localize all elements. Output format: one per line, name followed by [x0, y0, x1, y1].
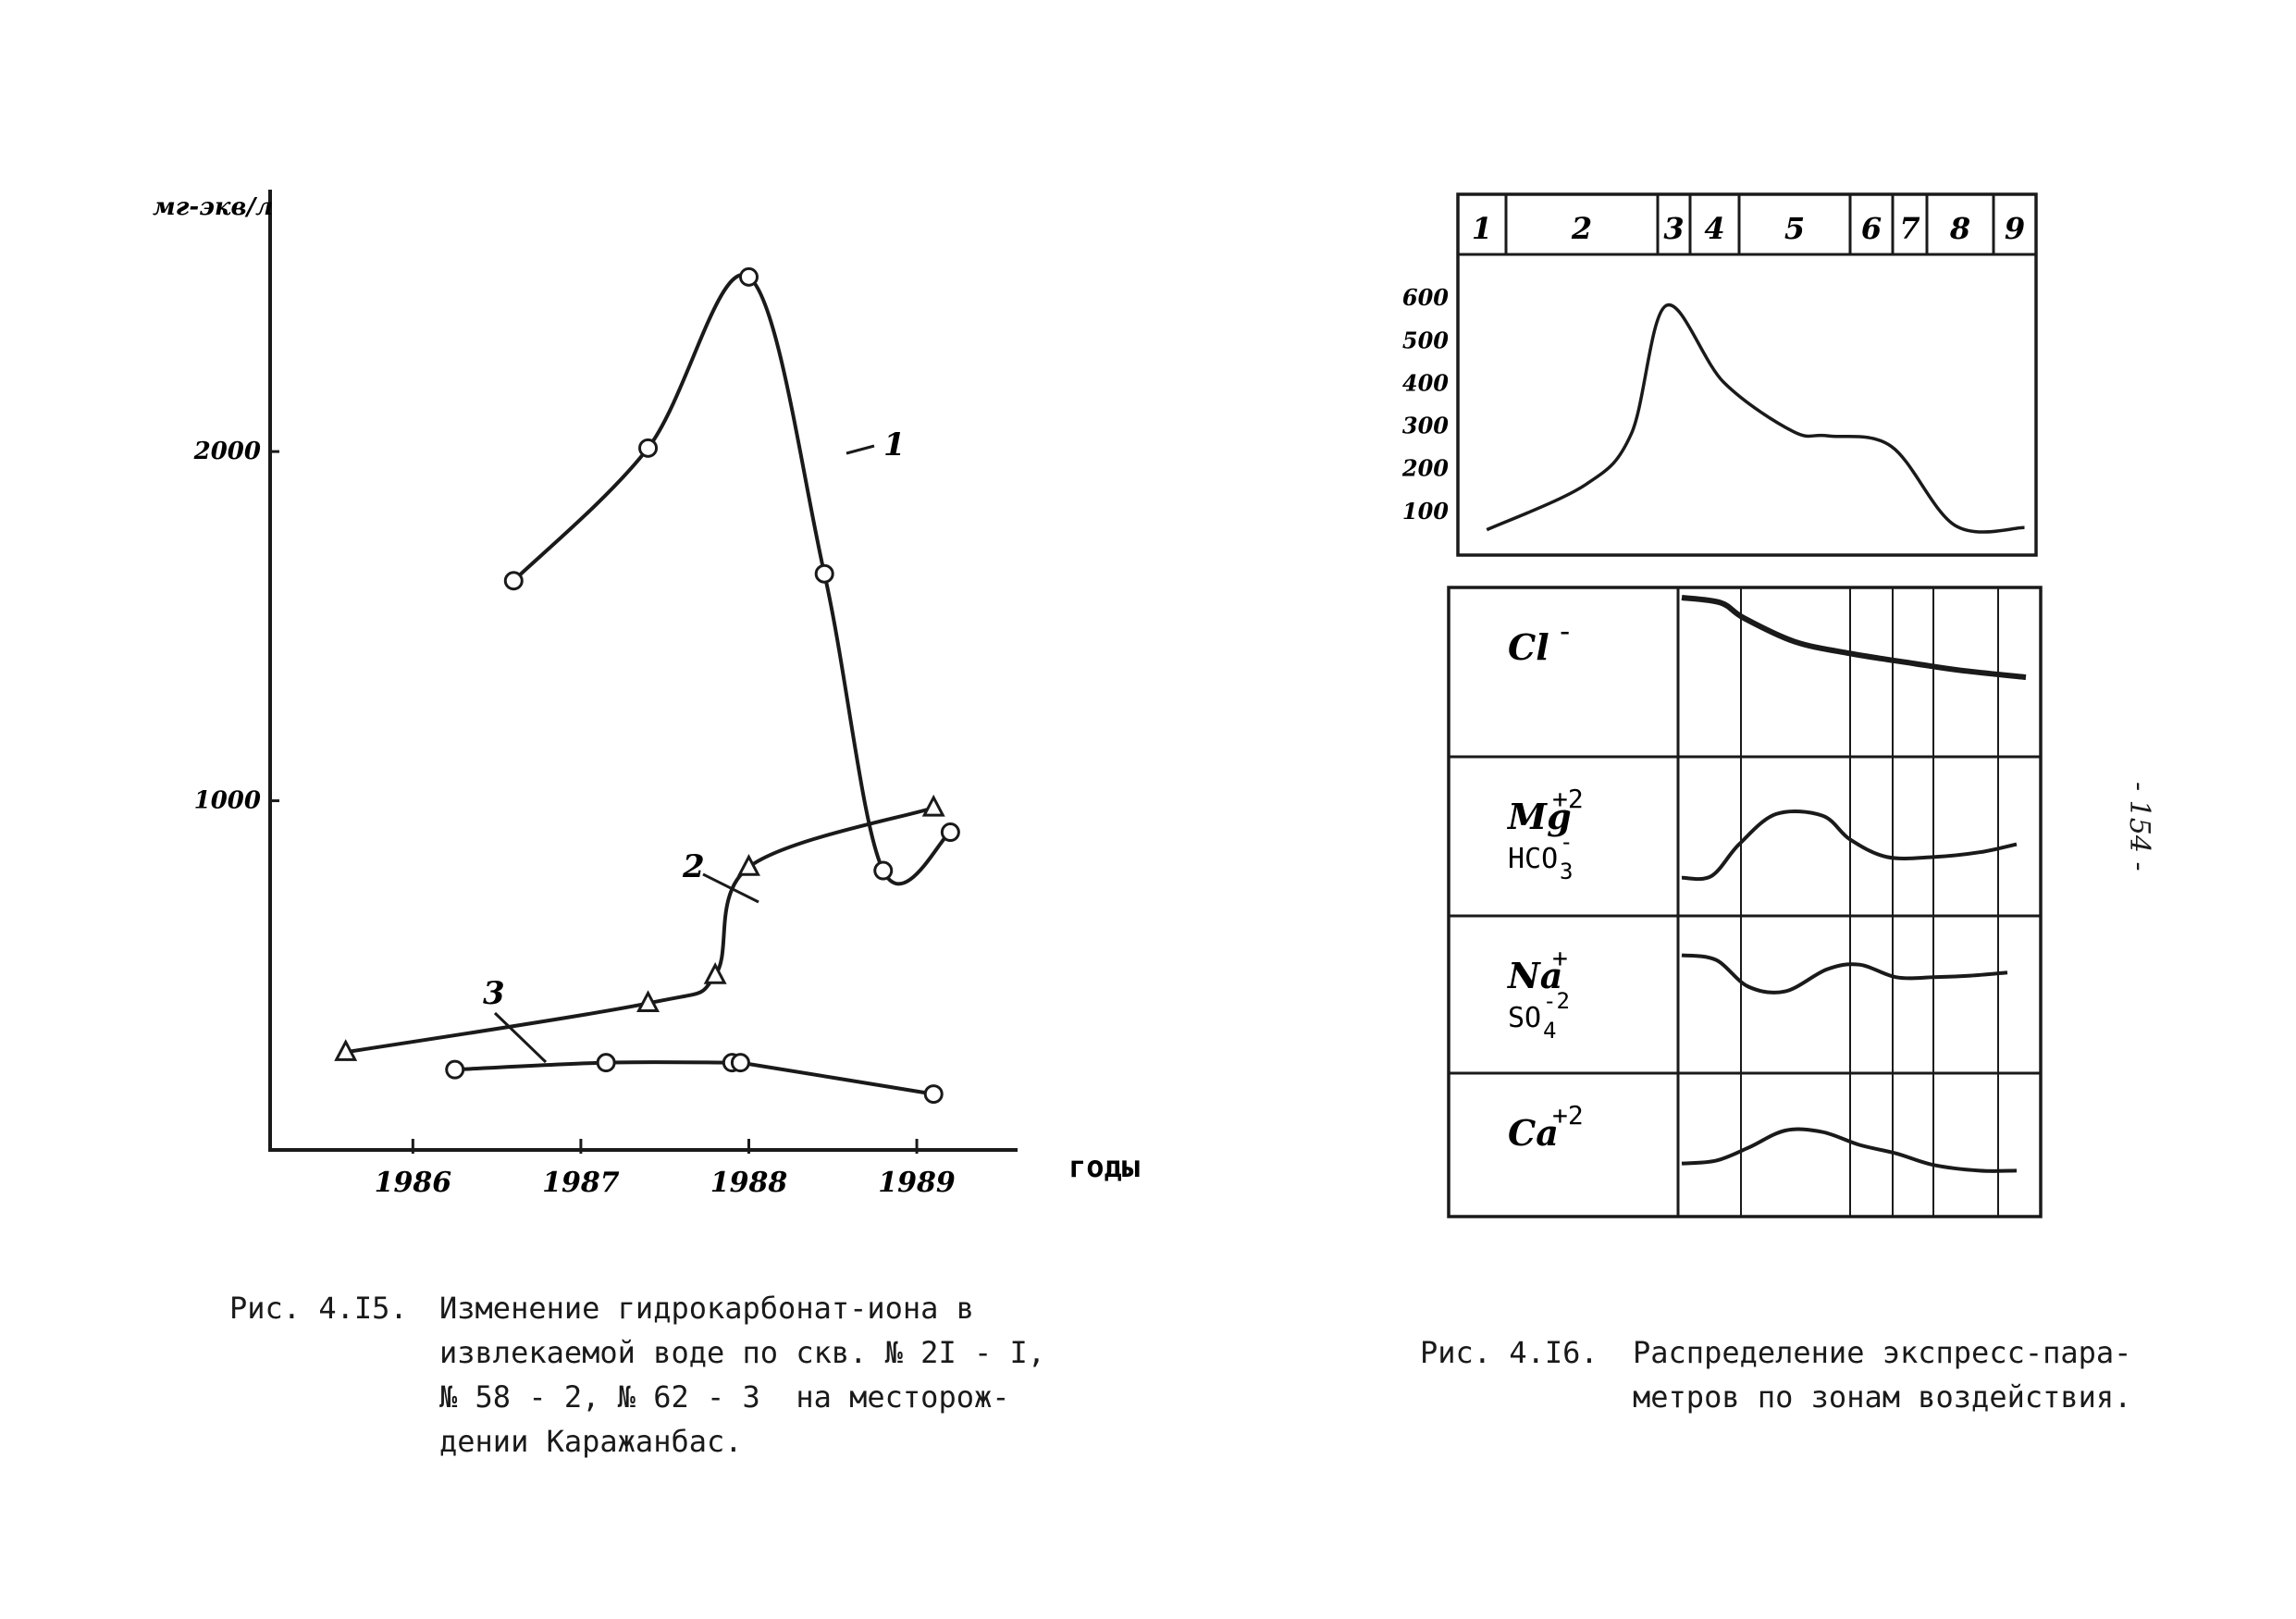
series-leader-line: [493, 1011, 548, 1064]
data-point: [596, 1053, 616, 1073]
caption-1-line: № 58 - 2, № 62 - 3 на месторож-: [439, 1379, 1010, 1415]
data-point: [703, 962, 727, 984]
zone-label: 4: [1704, 211, 1724, 246]
data-point: [636, 990, 660, 1012]
zone-label: 9: [2005, 211, 2025, 246]
series-line: [454, 1058, 934, 1096]
x-tick-label: 1987: [542, 1167, 620, 1199]
caption-2-line: метров по зонам воздействия.: [1633, 1379, 2132, 1415]
panel-label-2-sub: 3: [1560, 859, 1573, 884]
zone-label: 5: [1784, 211, 1805, 246]
panel-label-sup: +2: [1552, 784, 1584, 814]
panel-label-sup: -: [1556, 613, 1574, 649]
data-point: [921, 794, 945, 817]
y-tick-label: 300: [1402, 413, 1449, 439]
caption-1-line: Изменение гидрокарбонат-иона в: [439, 1291, 974, 1326]
panel-label: Na: [1507, 955, 1562, 996]
data-point: [814, 563, 834, 584]
y-tick-label: 200: [1401, 455, 1449, 482]
zone-label: 3: [1663, 211, 1684, 246]
chart-1-ylabel: мг-экв/л: [153, 193, 273, 221]
chart-2-top-frame: [1456, 192, 2038, 557]
series-label: 1: [883, 426, 906, 463]
chart-2-curve: [1486, 303, 2025, 534]
caption-2-line: Распределение экспресс-пара-: [1633, 1335, 2132, 1370]
data-point: [738, 266, 759, 287]
panel-label-2-sub: 4: [1543, 1018, 1556, 1044]
series-line: [345, 806, 934, 1055]
zone-label: 1: [1472, 211, 1492, 246]
panel-curve: [1681, 809, 2018, 882]
series-label: 3: [483, 975, 505, 1012]
x-tick-label: 1988: [710, 1167, 788, 1199]
y-tick-label: 400: [1402, 369, 1449, 396]
y-tick-label: 500: [1402, 327, 1449, 353]
x-tick-label: 1986: [375, 1167, 452, 1199]
chart-1: мг-экв/л годы 1986 1987 1988 1989 1000 2000 1…: [153, 190, 1140, 1199]
y-tick-label: 600: [1402, 284, 1449, 311]
caption-2-label: Рис. 4.I6.: [1420, 1335, 1599, 1370]
panel-label: Mg: [1506, 796, 1572, 837]
panel-label-2-sup: -2: [1543, 988, 1570, 1014]
series-leader-line: [846, 444, 875, 455]
caption-1-line: дении Каражанбас.: [439, 1424, 743, 1459]
chart-2-panels-frame: [1447, 586, 2043, 1218]
panel-curve: [1681, 594, 2027, 680]
series-line: [512, 273, 952, 886]
data-point: [730, 1053, 750, 1073]
panel-label-2: HCO: [1508, 843, 1558, 875]
zone-label: 6: [1861, 211, 1882, 246]
y-tick-label: 100: [1402, 498, 1449, 525]
y-tick-label: 2000: [193, 438, 261, 465]
panel-label-2: SO: [1508, 1002, 1541, 1034]
data-point: [940, 822, 960, 843]
series-label: 2: [682, 848, 705, 885]
data-point: [503, 571, 524, 591]
zone-label: 7: [1899, 211, 1920, 246]
data-point: [923, 1084, 944, 1105]
caption-1-line: извлекаемой воде по скв. № 2I - I,: [439, 1335, 1046, 1370]
panel-label-sup: +2: [1552, 1100, 1584, 1131]
panel-label-2-sup: -: [1560, 829, 1573, 855]
zone-label: 8: [1949, 211, 1970, 246]
series-leader-line: [702, 872, 759, 904]
side-page-number: - 154 -: [2123, 782, 2155, 871]
zone-label: 2: [1571, 211, 1592, 246]
y-tick-label: 1000: [194, 787, 261, 815]
data-point: [736, 854, 760, 876]
panel-label: Cl: [1508, 626, 1549, 668]
data-point: [334, 1039, 358, 1061]
data-point: [873, 860, 894, 881]
panel-curve: [1681, 953, 2008, 995]
caption-1-label: Рис. 4.I5.: [229, 1291, 408, 1326]
panel-label-sup: +: [1552, 943, 1568, 973]
panel-label: Ca: [1508, 1112, 1559, 1154]
data-point: [445, 1059, 465, 1080]
data-point: [638, 438, 659, 458]
x-tick-label: 1989: [878, 1167, 956, 1199]
panel-curve: [1681, 1127, 2018, 1173]
chart-1-xlabel: годы: [1068, 1149, 1140, 1184]
